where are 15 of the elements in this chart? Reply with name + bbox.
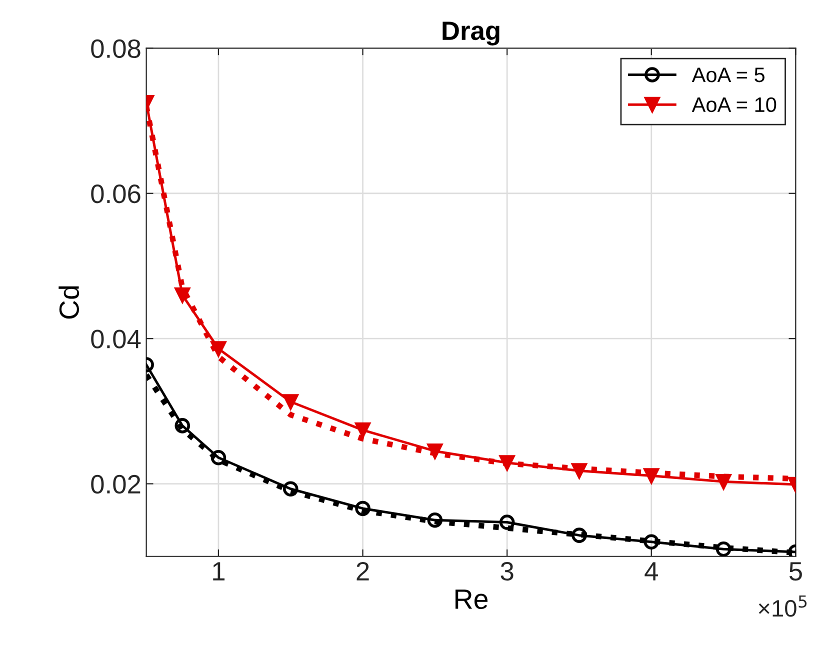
x-tick-label: 1	[213, 562, 225, 580]
x-axis-title: Re	[456, 590, 488, 610]
x-tick-label: 5	[789, 562, 802, 581]
y-tick-label: 0.08	[91, 39, 140, 58]
x-tick-label: 3	[500, 562, 514, 581]
y-tick-label: 0.06	[91, 184, 140, 204]
chart-title: Drag	[442, 22, 500, 46]
y-axis-title: Cd	[58, 286, 80, 319]
x-tick-label: 2	[356, 562, 369, 580]
x-tick-label: 4	[644, 562, 658, 580]
y-tick-label: 0.02	[91, 474, 140, 494]
legend-label: AoA = 10	[692, 97, 776, 112]
legend-label: AoA = 5	[692, 68, 764, 82]
y-tick-label: 0.04	[91, 330, 141, 348]
text: ×10$^{5}$	[758, 595, 807, 617]
